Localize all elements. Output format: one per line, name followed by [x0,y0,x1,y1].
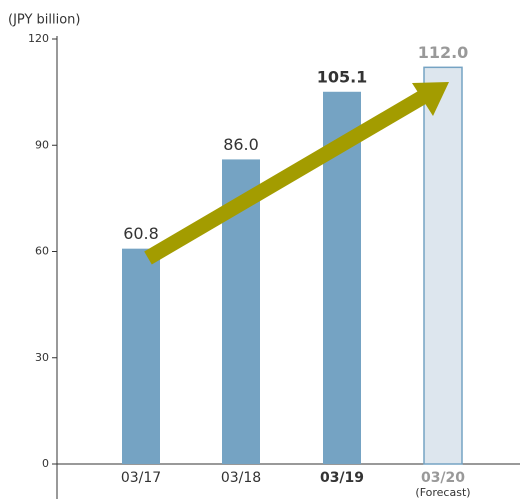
x-tick-label: 03/18 [221,470,261,486]
y-tick-label: 90 [35,138,49,151]
trend-arrow-head [412,82,449,116]
bar [122,248,160,464]
x-tick-label: 03/20 [421,470,465,486]
value-label: 60.8 [123,224,159,243]
y-tick-label: 60 [35,245,49,258]
bar [423,66,463,465]
y-tick-label: 120 [28,32,49,45]
y-tick-label: 0 [42,457,49,470]
x-tick-label: 03/19 [320,470,364,486]
annotation: (Forecast) [415,486,470,499]
value-label: 86.0 [223,135,259,154]
y-axis-label: (JPY billion) [8,13,81,28]
value-label: 105.1 [317,67,368,86]
x-tick-label: 03/17 [121,470,161,486]
trend-arrow-shaft [144,87,432,265]
y-tick-label: 30 [35,351,49,364]
value-label: 112.0 [418,43,469,62]
